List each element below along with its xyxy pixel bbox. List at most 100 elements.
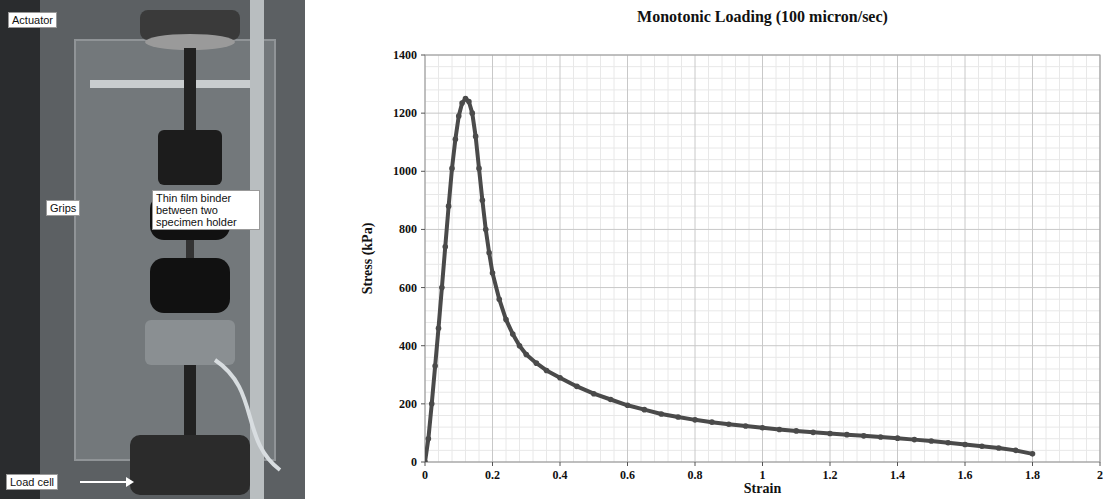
minor-grid-line: [843, 55, 844, 462]
data-point: [544, 368, 550, 374]
y-tick-label: 1200: [393, 106, 417, 120]
data-point: [810, 430, 816, 436]
data-point: [483, 227, 489, 233]
data-point: [490, 270, 496, 276]
data-point: [878, 434, 884, 440]
data-point: [642, 407, 648, 413]
upper-holder: [158, 130, 222, 185]
load-cell-body: [130, 435, 250, 495]
minor-grid-line: [519, 55, 520, 462]
grid-line: [1032, 55, 1033, 462]
data-point: [517, 343, 523, 349]
data-point: [979, 444, 985, 450]
data-point: [777, 427, 783, 433]
data-point: [557, 375, 563, 381]
data-point: [453, 137, 459, 143]
actuator-rod: [184, 48, 196, 133]
photo-label: Grips: [46, 200, 80, 216]
grid-line: [425, 171, 1100, 172]
data-point: [496, 296, 502, 302]
minor-grid-line: [654, 55, 655, 462]
data-point: [844, 432, 850, 438]
y-tick: [421, 55, 425, 56]
grid-line: [897, 55, 898, 462]
y-axis-title: Stress (kPa): [360, 222, 376, 294]
grid: [425, 55, 1100, 462]
data-point: [523, 352, 529, 358]
y-tick-label: 400: [399, 339, 417, 353]
y-tick-label: 800: [399, 222, 417, 236]
figure-svg: Monotonic Loading (100 micron/sec)00.20.…: [0, 0, 1115, 499]
grid-line: [425, 229, 1100, 230]
axes: 00.20.40.60.811.21.41.61.820200400600800…: [360, 48, 1103, 496]
x-tick-label: 1: [760, 468, 766, 482]
minor-grid-line: [452, 55, 453, 462]
data-point: [945, 440, 951, 446]
data-point: [446, 203, 452, 209]
minor-grid-line: [479, 55, 480, 462]
data-point: [912, 437, 918, 443]
minor-grid-line: [587, 55, 588, 462]
x-tick: [965, 462, 966, 466]
minor-grid-line: [546, 55, 547, 462]
data-point: [962, 442, 968, 448]
minor-grid-line: [951, 55, 952, 462]
data-point: [1013, 448, 1019, 454]
data-point: [429, 401, 435, 407]
x-tick-label: 1.8: [1025, 468, 1040, 482]
minor-grid-line: [1059, 55, 1060, 462]
grid-line: [830, 55, 831, 462]
data-point: [675, 414, 681, 420]
minor-grid-line: [1086, 55, 1087, 462]
grid-line: [762, 55, 763, 462]
minor-grid-line: [978, 55, 979, 462]
x-tick: [762, 462, 763, 466]
x-tick: [1032, 462, 1033, 466]
minor-grid-line: [533, 55, 534, 462]
y-tick: [421, 345, 425, 346]
lower-holder: [145, 320, 235, 365]
minor-grid-line: [573, 55, 574, 462]
minor-grid-line: [1073, 55, 1074, 462]
minor-grid-line: [465, 55, 466, 462]
data-point: [503, 317, 509, 323]
minor-grid-line: [938, 55, 939, 462]
grid-line: [965, 55, 966, 462]
minor-grid-line: [749, 55, 750, 462]
data-point: [692, 417, 698, 423]
data-group: [425, 96, 1035, 462]
photo-label: Actuator: [8, 12, 57, 28]
data-point: [432, 363, 438, 369]
specimen: [186, 240, 194, 258]
data-point: [510, 331, 516, 337]
data-point: [1030, 451, 1036, 457]
y-tick-label: 600: [399, 281, 417, 295]
minor-grid-line: [816, 55, 817, 462]
minor-grid-line: [803, 55, 804, 462]
data-point: [625, 403, 631, 409]
y-tick-label: 0: [411, 455, 417, 469]
photo-background: [0, 0, 305, 499]
data-point: [658, 411, 664, 417]
y-tick-label: 1000: [393, 164, 417, 178]
data-point: [709, 419, 715, 425]
chart-title: Monotonic Loading (100 micron/sec): [637, 8, 888, 26]
grid-line: [560, 55, 561, 462]
photo-label: Thin film binder between two specimen ho…: [152, 190, 260, 230]
data-point: [793, 428, 799, 434]
photo-dark-side: [0, 0, 40, 499]
data-point: [743, 423, 749, 429]
grid-line: [695, 55, 696, 462]
data-point: [726, 421, 732, 427]
data-point: [456, 113, 462, 119]
data-line: [425, 99, 1033, 462]
grid-line: [425, 287, 1100, 288]
data-point: [928, 438, 934, 444]
data-point: [574, 384, 580, 390]
grid-line: [425, 345, 1100, 346]
x-tick: [695, 462, 696, 466]
data-point: [439, 285, 445, 291]
minor-grid-line: [870, 55, 871, 462]
minor-grid-line: [924, 55, 925, 462]
minor-grid-line: [438, 55, 439, 462]
